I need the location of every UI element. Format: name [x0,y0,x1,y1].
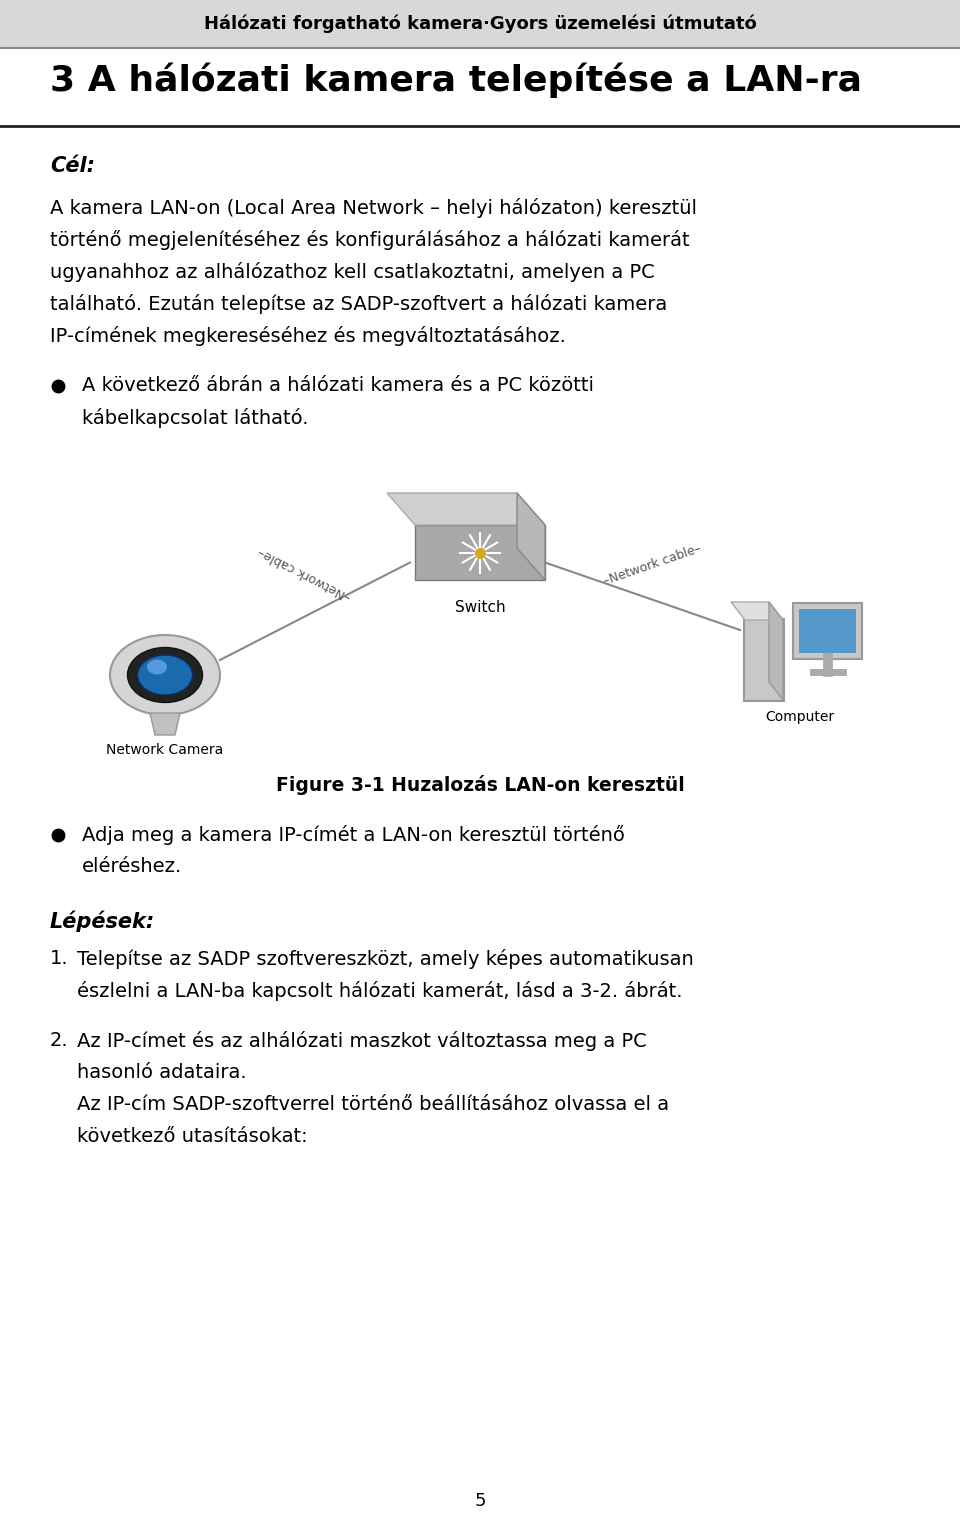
Text: Switch: Switch [455,601,505,614]
FancyBboxPatch shape [793,604,862,659]
Polygon shape [731,602,783,621]
Text: hasonló adataira.: hasonló adataira. [77,1063,247,1081]
Text: –Network cable–: –Network cable– [602,542,703,588]
Text: IP-címének megkereséséhez és megváltoztatásához.: IP-címének megkereséséhez és megváltozta… [50,326,565,346]
Text: 1.: 1. [50,949,68,968]
Text: A kamera LAN-on (Local Area Network – helyi hálózaton) keresztül: A kamera LAN-on (Local Area Network – he… [50,198,697,218]
Ellipse shape [137,654,193,694]
Text: eléréshez.: eléréshez. [82,857,182,876]
Text: észlelni a LAN-ba kapcsolt hálózati kamerát, lásd a 3-2. ábrát.: észlelni a LAN-ba kapcsolt hálózati kame… [77,982,683,1001]
Polygon shape [150,713,180,736]
Text: –Network cable–: –Network cable– [256,545,353,604]
Text: ugyanahhoz az alhálózathoz kell csatlakoztatni, amelyen a PC: ugyanahhoz az alhálózathoz kell csatlako… [50,263,655,283]
Text: kábelkapcsolat látható.: kábelkapcsolat látható. [82,409,308,429]
FancyBboxPatch shape [744,619,784,700]
Text: 3 A hálózati kamera telepítése a LAN-ra: 3 A hálózati kamera telepítése a LAN-ra [50,63,862,98]
Text: Computer: Computer [765,710,834,723]
Text: Figure 3-1 Huzalozás LAN-on keresztül: Figure 3-1 Huzalozás LAN-on keresztül [276,776,684,796]
Text: A következő ábrán a hálózati kamera és a PC közötti: A következő ábrán a hálózati kamera és a… [82,376,594,395]
Ellipse shape [128,648,203,702]
FancyBboxPatch shape [0,0,960,48]
Ellipse shape [147,659,167,674]
Polygon shape [517,493,545,581]
Text: Hálózati forgatható kamera·Gyors üzemelési útmutató: Hálózati forgatható kamera·Gyors üzemelé… [204,15,756,34]
Text: Az IP-címet és az alhálózati maszkot változtassa meg a PC: Az IP-címet és az alhálózati maszkot vál… [77,1031,647,1051]
Text: található. Ezután telepítse az SADP-szoftvert a hálózati kamera: található. Ezután telepítse az SADP-szof… [50,293,667,313]
FancyBboxPatch shape [799,608,856,653]
Text: Network Camera: Network Camera [107,743,224,757]
Text: Telepítse az SADP szoftvereszközt, amely képes automatikusan: Telepítse az SADP szoftvereszközt, amely… [77,949,694,969]
Text: történő megjelenítéséhez és konfigurálásához a hálózati kamerát: történő megjelenítéséhez és konfigurálás… [50,230,689,250]
Text: Az IP-cím SADP-szoftverrel történő beállításához olvassa el a: Az IP-cím SADP-szoftverrel történő beáll… [77,1095,669,1114]
Text: 5: 5 [474,1491,486,1510]
Text: következő utasításokat:: következő utasításokat: [77,1127,307,1146]
Polygon shape [769,602,783,700]
Text: Cél:: Cél: [50,157,95,177]
Ellipse shape [110,634,220,714]
Text: Adja meg a kamera IP-címét a LAN-on keresztül történő: Adja meg a kamera IP-címét a LAN-on kere… [82,825,625,845]
Polygon shape [387,493,545,525]
Polygon shape [415,525,545,581]
Text: 2.: 2. [50,1031,68,1051]
Text: Lépések:: Lépések: [50,911,156,932]
